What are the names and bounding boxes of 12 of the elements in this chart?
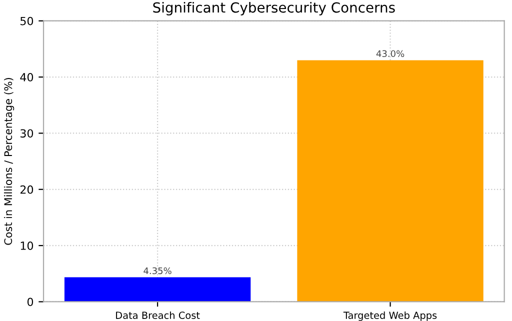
data-label: 4.35% xyxy=(144,267,172,274)
y-tick-label: 10 xyxy=(20,242,34,250)
y-tick-label: 50 xyxy=(20,16,34,26)
chart-title: Significant Cybersecurity Concerns xyxy=(153,2,395,16)
y-tick-label: 20 xyxy=(20,185,34,194)
y-tick-label: 40 xyxy=(20,73,34,82)
y-tick-label: 30 xyxy=(20,129,34,138)
x-tick-label: Data Breach Cost xyxy=(116,311,200,319)
y-tick-label: 0 xyxy=(27,298,34,306)
x-tick-label: Targeted Web Apps xyxy=(343,311,437,321)
y-axis-title: Cost in Millions / Percentage (%) xyxy=(4,78,14,245)
data-label: 43.0% xyxy=(376,50,404,58)
